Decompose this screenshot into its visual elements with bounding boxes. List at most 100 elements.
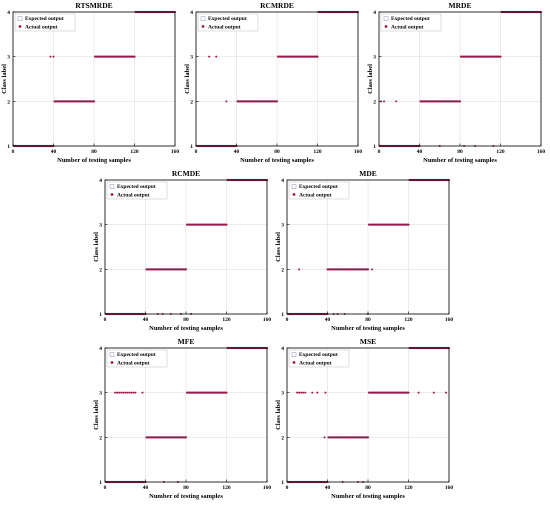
actual-point [215,55,218,58]
x-tick-label: 120 [404,317,413,323]
legend-label-actual: Actual output [117,193,150,199]
actual-point [417,391,420,394]
chart-title: MFE [178,337,195,346]
actual-point [208,55,211,58]
legend-label-actual: Actual output [391,25,424,31]
chart-title: MDE [359,169,377,178]
legend-marker-actual [384,25,388,28]
x-tick-label: 160 [445,485,454,491]
y-tick-label: 1 [190,144,193,150]
actual-point [479,55,482,58]
y-axis-label: Class label [367,64,374,94]
x-tick-label: 160 [445,317,454,323]
actual-point [407,223,410,226]
actual-point [367,268,369,271]
legend-marker-actual [292,193,296,196]
x-tick-label: 160 [263,317,272,323]
legend-box [106,349,168,368]
y-axis-label: Class label [1,64,8,94]
y-tick-label: 4 [99,178,102,184]
y-tick-label: 4 [281,178,284,184]
actual-point [225,223,228,226]
chart-svg: MSE 0 40 80 120 160 1 2 3 4 Number of testing samp… [275,337,454,500]
y-tick-label: 1 [373,144,376,150]
x-tick-label: 120 [130,149,139,155]
legend: Expected output Actual output [288,349,350,368]
actual-point [298,391,301,394]
y-tick-label: 2 [281,435,284,441]
legend: Expected output Actual output [106,349,168,368]
legend-label-actual: Actual output [299,193,332,199]
y-tick-label: 1 [281,480,284,486]
legend-label-expected: Expected output [117,352,156,358]
legend-marker-actual [110,193,114,196]
x-tick-label: 0 [12,149,15,155]
x-tick-label: 160 [537,149,546,155]
legend-marker-expected [291,352,297,357]
x-axis-label: Number of testing samples [149,325,223,332]
actual-point [316,391,319,394]
chart-svg: MFE 0 40 80 120 160 1 2 3 4 Number of testing samp… [93,337,272,500]
chart-title: RCMDE [172,169,200,178]
x-tick-label: 0 [195,149,198,155]
x-tick-label: 0 [104,485,107,491]
y-tick-label: 3 [373,55,376,61]
legend-label-expected: Expected output [299,184,338,190]
y-tick-label: 4 [373,10,376,16]
y-tick-label: 1 [7,144,10,150]
actual-point [383,100,386,103]
actual-point [49,55,52,58]
y-tick-label: 4 [99,346,102,352]
actual-point [185,268,187,271]
actual-point [432,391,435,394]
x-axis-label: Number of testing samples [423,157,497,164]
y-tick-label: 3 [281,223,284,229]
actual-point [300,391,303,394]
chart-title: RTSMRDE [75,1,112,10]
y-axis-label: Class label [184,64,191,94]
actual-point [324,391,327,394]
subplot-rcmrde: RCMRDE 0 40 80 120 160 1 2 3 4 Number of testing s… [183,0,363,166]
x-axis-label: Number of testing samples [331,493,405,500]
legend-box [380,13,442,32]
chart-svg: MDE 0 40 80 120 160 1 2 3 4 Number of testing samp… [275,169,454,332]
chart-title: MRDE [449,1,472,10]
actual-point [367,436,369,439]
x-tick-label: 40 [143,485,149,491]
y-tick-label: 1 [281,312,284,318]
legend-marker-expected [383,16,389,21]
actual-point [126,391,129,394]
x-tick-label: 120 [222,317,231,323]
legend-marker-actual [292,361,296,364]
subplot-mse: MSE 0 40 80 120 160 1 2 3 4 Number of testing samp… [274,336,454,502]
legend-marker-expected [109,352,115,357]
x-tick-label: 0 [286,317,289,323]
x-tick-label: 0 [378,149,381,155]
chart-svg: RCMDE 0 40 80 120 160 1 2 3 4 Number of testing sa… [93,169,272,332]
x-tick-label: 160 [263,485,272,491]
actual-point [128,391,131,394]
y-tick-label: 2 [99,435,102,441]
y-tick-label: 3 [281,391,284,397]
subplot-mrde: MRDE 0 40 80 120 160 1 2 3 4 Number of testing sam… [366,0,546,166]
x-tick-label: 40 [51,149,57,155]
actual-point [499,55,502,58]
legend-box [288,181,350,200]
y-tick-label: 3 [99,391,102,397]
actual-point [316,55,319,58]
legend-marker-expected [17,16,23,21]
y-tick-label: 3 [190,55,193,61]
x-tick-label: 40 [417,149,423,155]
actual-point [52,55,55,58]
actual-point [459,100,461,103]
x-axis-label: Number of testing samples [149,493,223,500]
chart-title: RCMRDE [260,1,294,10]
legend-box [106,181,168,200]
subplot-rcmde: RCMDE 0 40 80 120 160 1 2 3 4 Number of testing sa… [92,168,272,334]
actual-point [296,391,299,394]
legend-box [14,13,76,32]
x-tick-label: 160 [354,149,363,155]
y-axis-label: Class label [93,232,100,262]
actual-point [122,391,125,394]
legend: Expected output Actual output [380,13,442,32]
